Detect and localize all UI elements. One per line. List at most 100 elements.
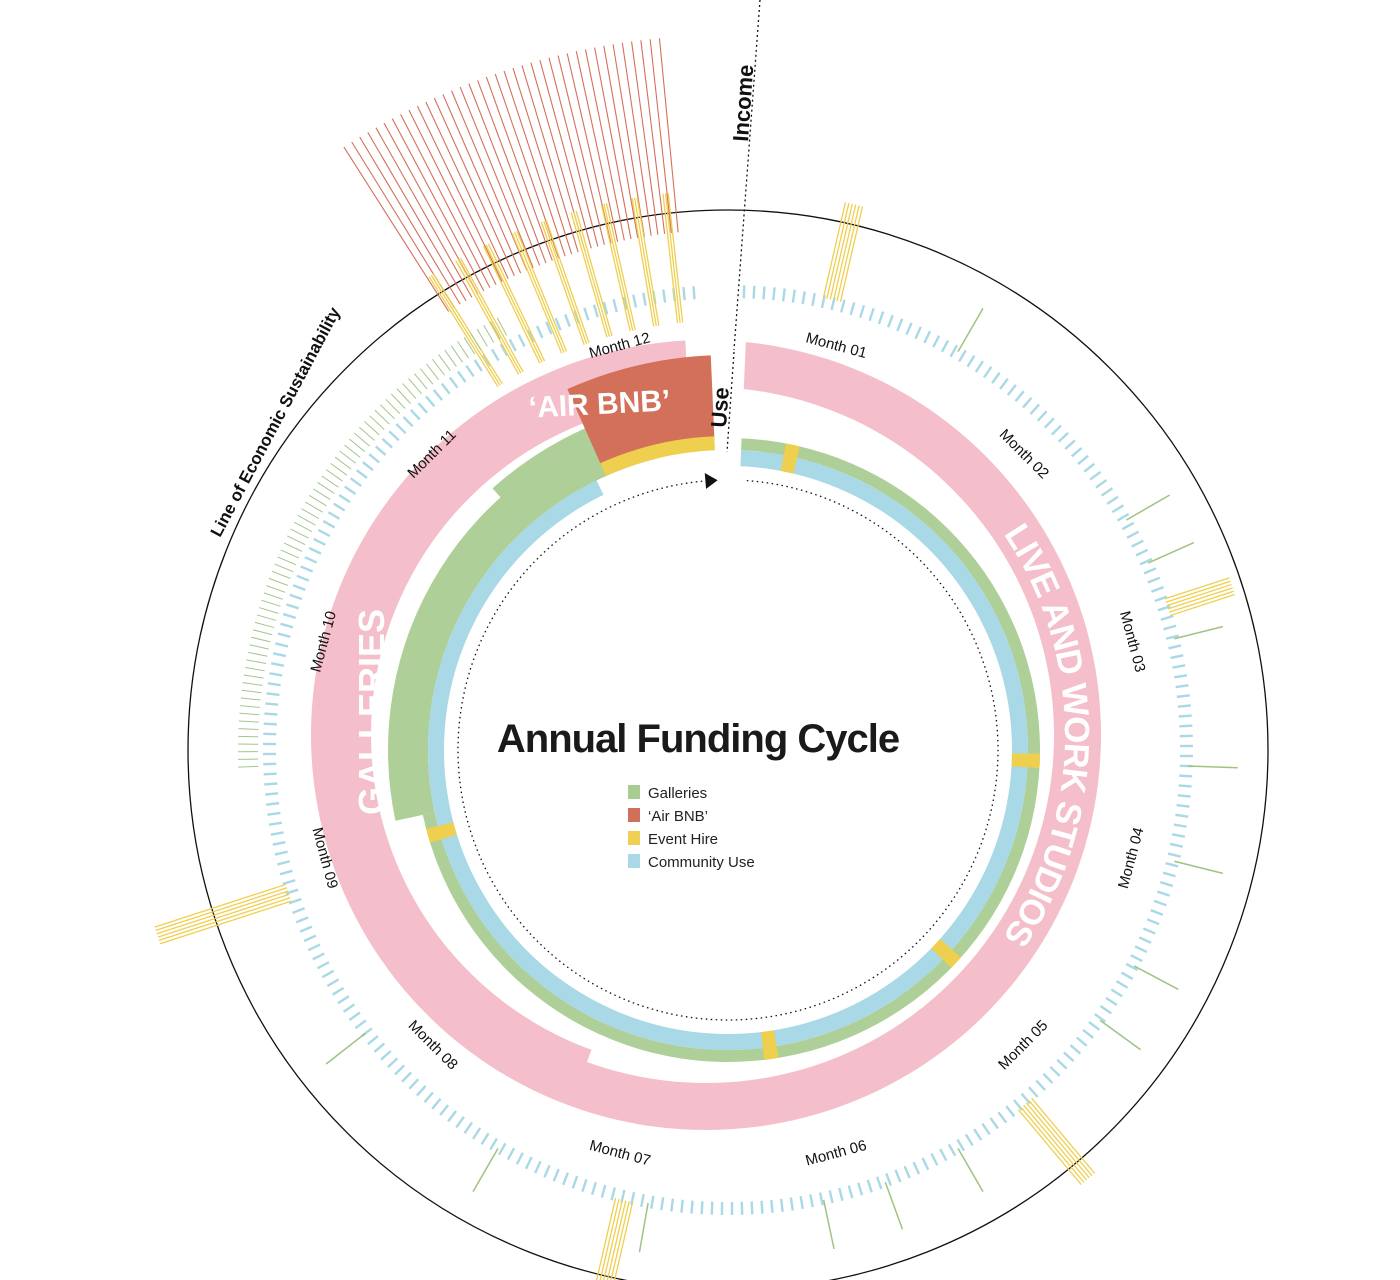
community-tick bbox=[1168, 644, 1182, 650]
community-tick bbox=[1157, 605, 1171, 612]
community-tick bbox=[267, 682, 281, 687]
event-hire-spike bbox=[836, 205, 860, 302]
airbnb-income-spike bbox=[503, 70, 566, 257]
galleries-income-spike bbox=[490, 321, 501, 340]
galleries-income-spike bbox=[277, 556, 297, 566]
galleries-income-spike bbox=[268, 577, 288, 586]
community-tick bbox=[296, 574, 310, 582]
community-tick bbox=[640, 1193, 645, 1208]
community-tick bbox=[1169, 842, 1184, 848]
airbnb-income-spike bbox=[359, 136, 461, 305]
community-tick bbox=[303, 934, 317, 943]
galleries-income-spike bbox=[305, 501, 323, 513]
community-tick bbox=[506, 1147, 516, 1161]
galleries-income-spike bbox=[266, 585, 286, 593]
airbnb-income-spike bbox=[548, 57, 599, 247]
community-tick bbox=[277, 632, 291, 638]
community-tick bbox=[1179, 724, 1193, 728]
galleries-income-spike bbox=[238, 765, 259, 768]
community-tick bbox=[266, 801, 280, 806]
community-tick bbox=[1147, 576, 1161, 584]
community-tick bbox=[999, 377, 1009, 390]
community-tick bbox=[600, 1184, 607, 1198]
community-tick bbox=[859, 304, 866, 319]
community-tick bbox=[914, 326, 922, 340]
community-tick bbox=[1106, 495, 1119, 505]
community-tick bbox=[875, 1176, 883, 1190]
galleries-income-spike bbox=[450, 345, 463, 363]
community-tick bbox=[947, 1143, 957, 1157]
event-hire-spike bbox=[428, 276, 499, 388]
community-tick bbox=[473, 359, 483, 372]
community-tick bbox=[857, 1182, 864, 1196]
community-tick bbox=[866, 1179, 873, 1193]
community-tick bbox=[896, 318, 904, 332]
event-hire-spike bbox=[487, 243, 546, 362]
community-tick bbox=[272, 652, 287, 658]
community-tick bbox=[342, 1003, 356, 1013]
event-hire-spike bbox=[570, 212, 608, 338]
community-tick bbox=[304, 556, 318, 564]
event-hire-marker bbox=[426, 822, 457, 843]
event-hire-spike bbox=[154, 883, 287, 928]
community-tick bbox=[355, 469, 368, 479]
community-tick bbox=[1095, 478, 1108, 489]
community-tick bbox=[847, 1185, 854, 1199]
legend-item-airbnb: ‘Air BNB’ bbox=[628, 808, 708, 825]
community-tick bbox=[562, 1172, 569, 1186]
community-tick bbox=[388, 430, 400, 442]
community-tick bbox=[1135, 548, 1149, 557]
galleries-income-spike bbox=[238, 728, 259, 730]
community-tick bbox=[402, 416, 414, 428]
community-tick bbox=[331, 986, 345, 996]
community-tick bbox=[905, 322, 913, 336]
community-tick bbox=[1064, 439, 1076, 450]
event-hire-spike bbox=[1167, 587, 1233, 610]
community-tick bbox=[949, 344, 959, 358]
community-tick bbox=[268, 821, 283, 826]
legend-item-event-hire: Event Hire bbox=[628, 831, 718, 848]
event-hire-spike bbox=[633, 197, 657, 327]
airbnb-income-spike bbox=[375, 127, 473, 298]
community-tick bbox=[286, 603, 300, 610]
galleries-income-spike bbox=[242, 682, 263, 686]
community-tick bbox=[266, 692, 280, 697]
galleries-income-spike bbox=[254, 621, 275, 629]
event-hire-spike bbox=[636, 197, 660, 326]
community-tick bbox=[1171, 833, 1186, 838]
galleries-income-spike bbox=[483, 324, 495, 343]
month-label: Month 05 bbox=[995, 1017, 1051, 1073]
community-tick bbox=[682, 287, 686, 301]
community-tick bbox=[425, 395, 436, 408]
community-tick bbox=[1042, 1072, 1054, 1084]
galleries-income-spike bbox=[369, 415, 385, 430]
galleries-income-spike bbox=[463, 336, 476, 355]
airbnb-segment-label: ‘AIR BNB’ bbox=[528, 384, 671, 424]
galleries-income-spike bbox=[476, 328, 488, 347]
community-tick bbox=[622, 296, 628, 310]
community-tick bbox=[1160, 614, 1174, 621]
event-hire-spike bbox=[1169, 593, 1235, 617]
community-tick bbox=[1077, 454, 1089, 465]
community-tick bbox=[526, 329, 535, 343]
community-tick bbox=[1134, 945, 1148, 954]
galleries-income-spike bbox=[339, 450, 356, 464]
community-tick bbox=[277, 860, 291, 866]
airbnb-income-spike bbox=[649, 39, 672, 234]
event-hire-spike bbox=[511, 232, 563, 354]
galleries-income-spike bbox=[390, 393, 406, 409]
use-divider-line bbox=[726, 351, 735, 453]
community-tick bbox=[308, 546, 322, 555]
event-hire-spike bbox=[573, 211, 611, 337]
event-hire-spike bbox=[543, 220, 588, 345]
event-hire-spike bbox=[1165, 580, 1231, 603]
airbnb-income-spike bbox=[477, 80, 547, 264]
community-tick bbox=[300, 565, 314, 573]
community-tick bbox=[545, 321, 553, 335]
community-tick bbox=[1089, 470, 1102, 481]
community-tick bbox=[921, 1157, 930, 1171]
community-tick bbox=[930, 1153, 939, 1166]
galleries-income-spike bbox=[1133, 965, 1179, 991]
community-tick bbox=[354, 1019, 367, 1030]
